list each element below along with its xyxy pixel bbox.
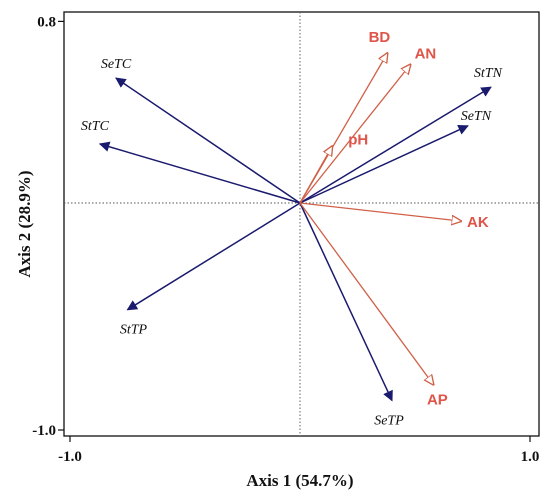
species-arrow-setp [299,202,393,402]
x-axis-title: Axis 1 (54.7%) [246,471,353,490]
species-label-setp: SeTP [374,413,404,428]
x-tick-label-left: -1.0 [58,449,82,465]
y-tick-label-top: 0.8 [37,14,56,30]
species-label-setn: SeTN [461,109,492,124]
species-label-setc: SeTC [101,57,132,72]
env-arrow-ap [299,202,433,385]
y-tick-label-bottom: -1.0 [32,423,56,439]
species-label-sttn: StTN [474,66,503,81]
plot-frame [63,11,540,437]
env-label-ap: AP [427,392,448,409]
env-label-bd: BD [369,29,391,46]
species-arrow-sttc [98,141,301,204]
env-label-ak: AK [467,214,489,231]
species-arrow-sttp [126,202,301,311]
environment-vectors: BD AN pH AK AP [299,29,489,409]
species-arrow-setc [115,77,301,204]
species-arrow-setn [299,124,469,204]
env-label-ph: pH [348,131,368,148]
env-label-an: AN [415,46,437,63]
env-arrow-an [299,65,410,204]
env-arrow-ph [299,146,332,204]
species-label-sttc: StTC [81,119,110,134]
species-vectors: SeTC StTC StTP StTN SeTN SeTP [81,57,503,428]
species-label-sttp: StTP [120,323,148,338]
species-arrow-sttn [299,86,492,204]
y-axis-title: Axis 2 (28.9%) [15,170,34,277]
env-arrow-ak [299,202,461,221]
x-tick-label-right: 1.0 [521,449,540,465]
